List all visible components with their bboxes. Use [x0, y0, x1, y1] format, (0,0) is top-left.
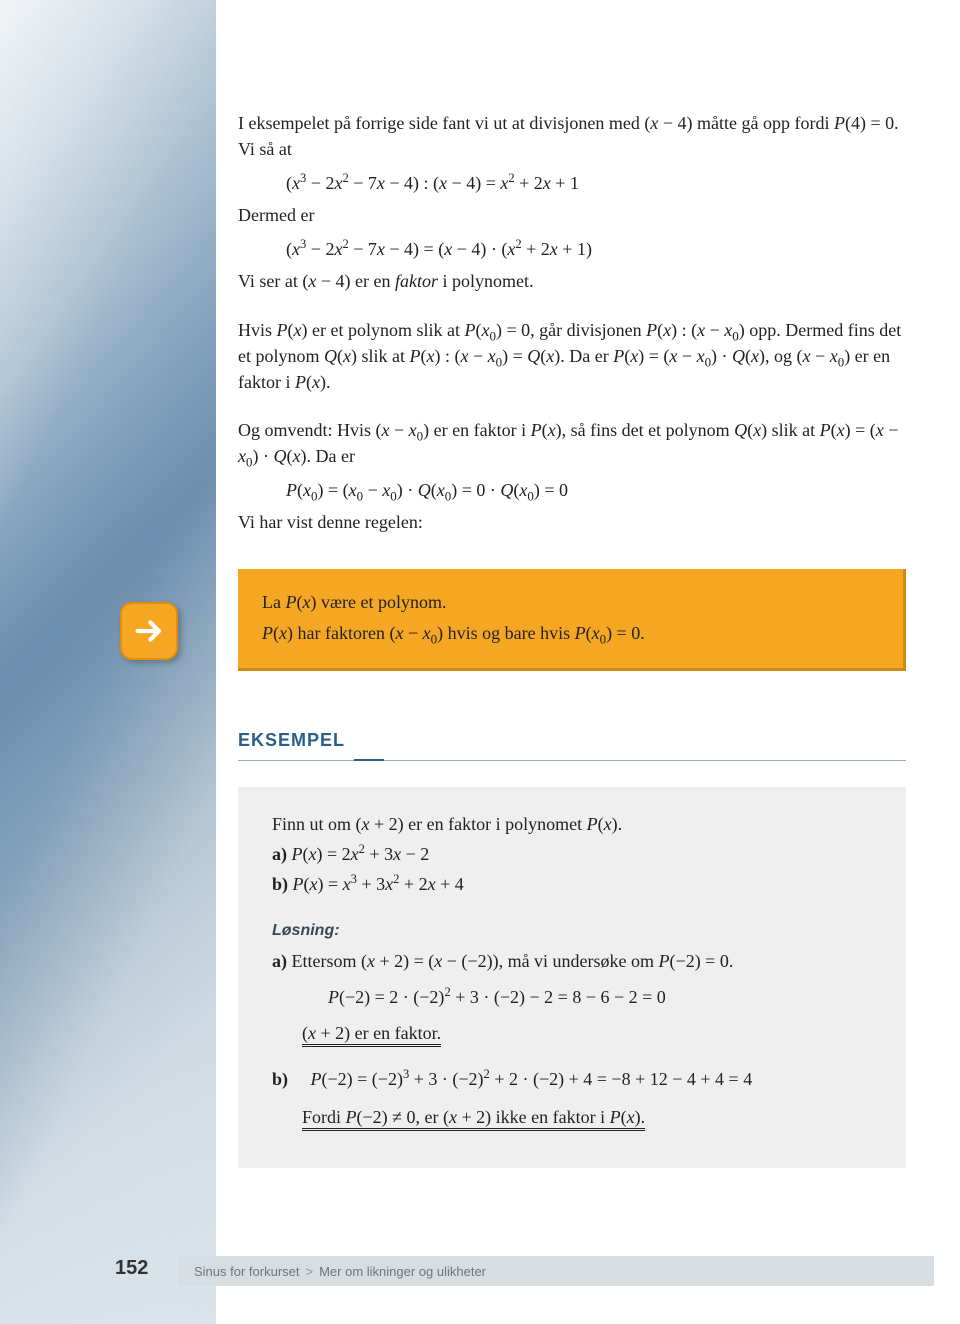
page-number-container: 152	[115, 1257, 148, 1280]
rule-arrow-badge	[120, 602, 178, 660]
paragraph-dermed: Dermed er	[238, 202, 906, 228]
page-content: I eksempelet på forrige side fant vi ut …	[238, 110, 906, 1168]
eksempel-heading: EKSEMPEL	[238, 727, 906, 760]
example-box: Finn ut om (x + 2) er en faktor i polyno…	[238, 787, 906, 1169]
equation-2: (x3 − 2x2 − 7x − 4) = (x − 4) · (x2 + 2x…	[286, 236, 906, 262]
paragraph-omvendt: Og omvendt: Hvis (x − x0) er en faktor i…	[238, 417, 906, 469]
rule-line-1: La P(x) være et polynom.	[262, 587, 879, 618]
equation-1: (x3 − 2x2 − 7x − 4) : (x − 4) = x2 + 2x …	[286, 170, 906, 196]
paragraph-faktor: Vi ser at (x − 4) er en faktor i polynom…	[238, 268, 906, 294]
solution-a-eq: P(−2) = 2 · (−2)2 + 3 · (−2) − 2 = 8 − 6…	[328, 984, 878, 1010]
footer-separator: >	[306, 1264, 314, 1279]
example-b: b) P(x) = x3 + 3x2 + 2x + 4	[272, 871, 878, 897]
footer-bar: Sinus for forkurset > Mer om likninger o…	[178, 1256, 934, 1286]
solution-b-answer: Fordi P(−2) ≠ 0, er (x + 2) ikke en fakt…	[302, 1104, 878, 1130]
rule-box: La P(x) være et polynom. P(x) har faktor…	[238, 569, 906, 671]
paragraph-hvis: Hvis P(x) er et polynom slik at P(x0) = …	[238, 317, 906, 395]
arrow-right-icon	[132, 614, 166, 648]
equation-3: P(x0) = (x0 − x0) · Q(x0) = 0 · Q(x0) = …	[286, 477, 906, 503]
footer-chapter-title: Mer om likninger og ulikheter	[319, 1264, 486, 1279]
rule-line-2: P(x) har faktoren (x − x0) hvis og bare …	[262, 618, 879, 649]
page-number: 152	[115, 1257, 148, 1280]
paragraph-intro: I eksempelet på forrige side fant vi ut …	[238, 110, 906, 162]
solution-a-answer: (x + 2) er en faktor.	[302, 1020, 878, 1046]
page-sidebar-gradient	[0, 0, 216, 1324]
paragraph-regel: Vi har vist denne regelen:	[238, 509, 906, 535]
solution-a-text: a) Ettersom (x + 2) = (x − (−2)), må vi …	[272, 948, 878, 974]
example-intro: Finn ut om (x + 2) er en faktor i polyno…	[272, 811, 878, 837]
footer-book-title: Sinus for forkurset	[194, 1264, 300, 1279]
solution-b-eq: b) P(−2) = (−2)3 + 3 · (−2)2 + 2 · (−2) …	[272, 1066, 878, 1092]
example-a: a) P(x) = 2x2 + 3x − 2	[272, 841, 878, 867]
losning-heading: Løsning:	[272, 919, 878, 942]
